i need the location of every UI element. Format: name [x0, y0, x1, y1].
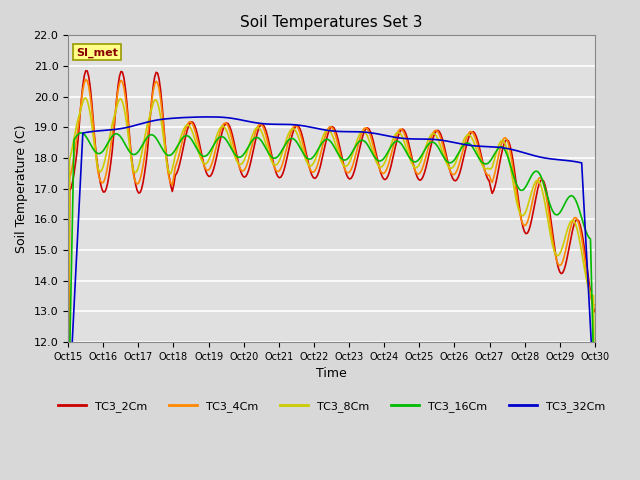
TC3_8Cm — [64, 343, 72, 348]
TC3_4Cm — [131, 175, 138, 180]
Title: Soil Temperatures Set 3: Soil Temperatures Set 3 — [240, 15, 423, 30]
TC3_4Cm — [241, 168, 248, 173]
TC3_8Cm — [223, 128, 230, 134]
TC3_32Cm — [249, 120, 257, 125]
TC3_16Cm — [249, 137, 257, 143]
TC3_16Cm — [241, 151, 248, 156]
Legend: TC3_2Cm, TC3_4Cm, TC3_8Cm, TC3_16Cm, TC3_32Cm: TC3_2Cm, TC3_4Cm, TC3_8Cm, TC3_16Cm, TC3… — [53, 397, 610, 417]
TC3_16Cm — [296, 144, 304, 150]
TC3_4Cm — [591, 302, 599, 308]
TC3_32Cm — [202, 114, 210, 120]
TC3_4Cm — [296, 130, 304, 136]
TC3_4Cm — [223, 121, 230, 127]
TC3_2Cm — [249, 149, 257, 155]
TC3_4Cm — [563, 241, 571, 247]
TC3_8Cm — [241, 157, 248, 163]
TC3_32Cm — [129, 123, 136, 129]
Line: TC3_8Cm: TC3_8Cm — [68, 98, 595, 433]
TC3_16Cm — [131, 152, 138, 157]
TC3_8Cm — [563, 228, 571, 234]
TC3_8Cm — [591, 431, 599, 436]
TC3_4Cm — [64, 443, 72, 448]
TC3_32Cm — [223, 115, 230, 120]
TC3_2Cm — [241, 174, 248, 180]
Line: TC3_4Cm: TC3_4Cm — [68, 80, 595, 445]
TC3_2Cm — [223, 120, 230, 126]
TC3_16Cm — [77, 130, 85, 136]
TC3_16Cm — [591, 414, 599, 420]
TC3_2Cm — [563, 255, 571, 261]
TC3_32Cm — [563, 157, 571, 163]
TC3_4Cm — [249, 138, 257, 144]
TC3_4Cm — [82, 77, 90, 83]
TC3_32Cm — [591, 407, 599, 413]
TC3_16Cm — [223, 138, 230, 144]
TC3_2Cm — [82, 68, 90, 73]
TC3_2Cm — [131, 174, 138, 180]
X-axis label: Time: Time — [316, 367, 347, 380]
Line: TC3_2Cm: TC3_2Cm — [68, 71, 595, 451]
TC3_16Cm — [563, 197, 571, 203]
Y-axis label: Soil Temperature (C): Soil Temperature (C) — [15, 124, 28, 253]
TC3_2Cm — [296, 126, 304, 132]
Text: SI_met: SI_met — [76, 47, 118, 58]
TC3_8Cm — [131, 169, 138, 175]
TC3_32Cm — [64, 420, 72, 425]
TC3_8Cm — [82, 95, 90, 101]
TC3_16Cm — [64, 425, 72, 431]
TC3_2Cm — [64, 448, 72, 454]
Line: TC3_32Cm: TC3_32Cm — [68, 117, 595, 422]
TC3_8Cm — [249, 131, 257, 136]
Line: TC3_16Cm: TC3_16Cm — [68, 133, 595, 428]
TC3_2Cm — [591, 309, 599, 315]
TC3_32Cm — [241, 118, 248, 123]
TC3_8Cm — [296, 139, 304, 144]
TC3_32Cm — [296, 122, 304, 128]
